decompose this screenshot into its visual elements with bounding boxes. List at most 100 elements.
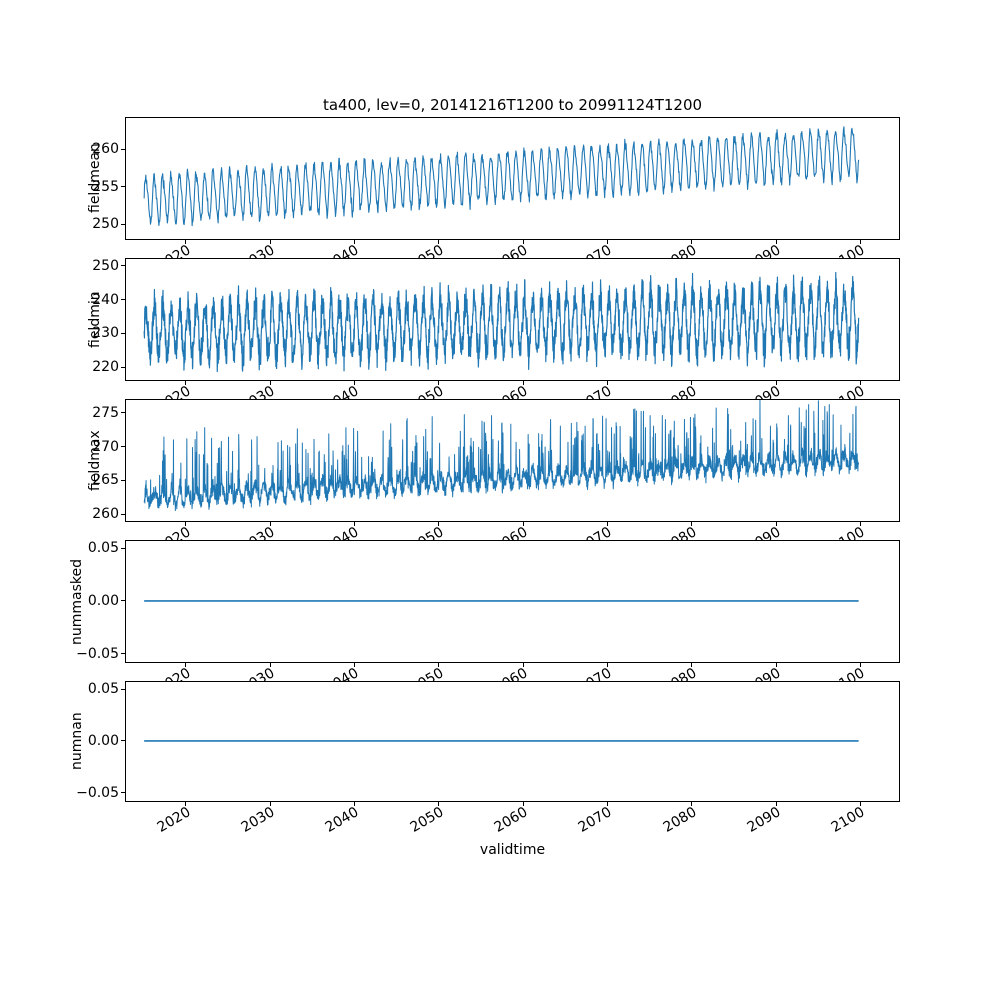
x-tick-mark [438,522,440,526]
x-tick-label: 2100 [828,524,868,540]
x-tick-mark [522,802,524,806]
axes-frame [125,681,900,802]
y-tick-mark [121,223,125,225]
x-tick-label: 2040 [323,524,362,540]
y-tick-mark [121,479,125,481]
y-tick-labels: 0.05 0.00 −0.05 [0,540,119,663]
y-tick-label: 275 [92,404,119,421]
line-series [143,400,860,512]
y-tick-label: 230 [92,325,119,342]
x-tick-mark [522,663,524,667]
x-tick-label: 2090 [744,242,784,258]
axes-frame [125,258,900,381]
x-tick-mark [438,381,440,385]
x-tick-mark [269,240,271,244]
x-tick-mark [691,802,693,806]
axes-frame [125,540,900,663]
y-tick-label: 260 [92,506,119,523]
y-tick-labels: 220 230 240 250 [0,258,119,381]
x-tick-label: 2030 [238,242,278,258]
y-tick-mark [121,653,125,655]
x-tick-mark [438,240,440,244]
x-tick-mark [185,522,187,526]
x-tick-label: 2020 [154,524,194,540]
x-tick-label: 2090 [744,383,784,399]
x-tick-label: 2060 [491,242,531,258]
y-tick-mark [121,412,125,414]
x-tick-mark [522,240,524,244]
x-tick-label: 2060 [491,383,531,399]
x-tick-mark [775,663,777,667]
x-tick-labels: 2020 2030 2040 2050 2060 2070 2080 2090 2100 [125,802,900,846]
x-tick-label: 2020 [154,242,194,258]
y-tick-label: 0.00 [87,732,119,749]
x-tick-mark [606,240,608,244]
x-tick-mark [269,381,271,385]
x-tick-label: 2050 [407,383,447,399]
y-tick-label: 255 [92,178,119,195]
x-tick-mark [438,802,440,806]
x-tick-label: 2040 [323,383,362,399]
y-tick-mark [121,600,125,602]
x-axis-label: validtime [479,842,546,858]
x-tick-mark [775,522,777,526]
x-tick-mark [775,802,777,806]
x-tick-labels: 2020 2030 2040 2050 2060 2070 2080 2090 2100 [125,381,900,399]
x-tick-label: 2020 [154,665,194,681]
y-tick-labels: 260 265 270 275 [0,399,119,522]
subplot-numnan: numnan 0.05 0.00 −0.05 2020 2030 2040 2050 206… [0,681,1000,836]
x-tick-label: 2050 [407,524,447,540]
x-tick-mark [353,663,355,667]
y-tick-labels: 0.05 0.00 −0.05 [0,681,119,802]
y-tick-label: 250 [92,216,119,233]
x-tick-label: 2060 [491,665,531,681]
subplot-fieldmean: fieldmean 250 255 260 2020 2030 2040 2050 2060… [0,117,1000,258]
x-tick-mark [691,240,693,244]
x-tick-label: 2100 [828,383,868,399]
x-tick-label: 2040 [323,242,362,258]
x-tick-labels: 2020 2030 2040 2050 2060 2070 2080 2090 2100 [125,522,900,540]
y-tick-mark [121,265,125,267]
y-tick-mark [121,513,125,515]
x-tick-mark [859,522,861,526]
x-tick-label: 2090 [744,665,784,681]
y-tick-mark [121,446,125,448]
subplot-fieldmin: fieldmin 220 230 240 250 2020 2030 2040 2050 20… [0,258,1000,399]
y-tick-mark [121,332,125,334]
x-tick-mark [606,381,608,385]
x-tick-mark [522,522,524,526]
subplot-fieldmax: fieldmax 260 265 270 275 2020 2030 2040 2050 20… [0,399,1000,540]
line-series [143,271,860,373]
x-tick-mark [353,802,355,806]
y-tick-mark [121,547,125,549]
y-tick-label: 0.05 [87,540,119,557]
y-tick-label: 0.05 [87,681,119,698]
axes-frame [125,399,900,522]
x-tick-mark [859,663,861,667]
x-tick-label: 2050 [407,242,447,258]
y-tick-mark [121,740,125,742]
x-tick-mark [691,381,693,385]
x-tick-label: 2030 [238,665,278,681]
x-tick-label: 2070 [575,524,615,540]
x-tick-mark [438,663,440,667]
y-tick-labels: 250 255 260 [0,117,119,240]
x-tick-label: 2080 [660,524,700,540]
x-tick-mark [185,381,187,385]
x-tick-mark [269,522,271,526]
y-tick-label: 0.00 [87,592,119,609]
x-tick-label: 2060 [491,524,531,540]
x-tick-mark [775,240,777,244]
x-tick-mark [859,240,861,244]
x-tick-label: 2030 [238,524,278,540]
x-tick-label: 2100 [828,665,868,681]
x-tick-mark [269,802,271,806]
x-tick-mark [691,522,693,526]
axes-frame [125,117,900,240]
y-tick-label: 220 [92,359,119,376]
figure-title: ta400, lev=0, 20141216T1200 to 20991124T… [322,96,703,114]
x-tick-label: 2070 [575,383,615,399]
x-tick-label: 2070 [575,242,615,258]
y-tick-label: −0.05 [76,645,119,662]
